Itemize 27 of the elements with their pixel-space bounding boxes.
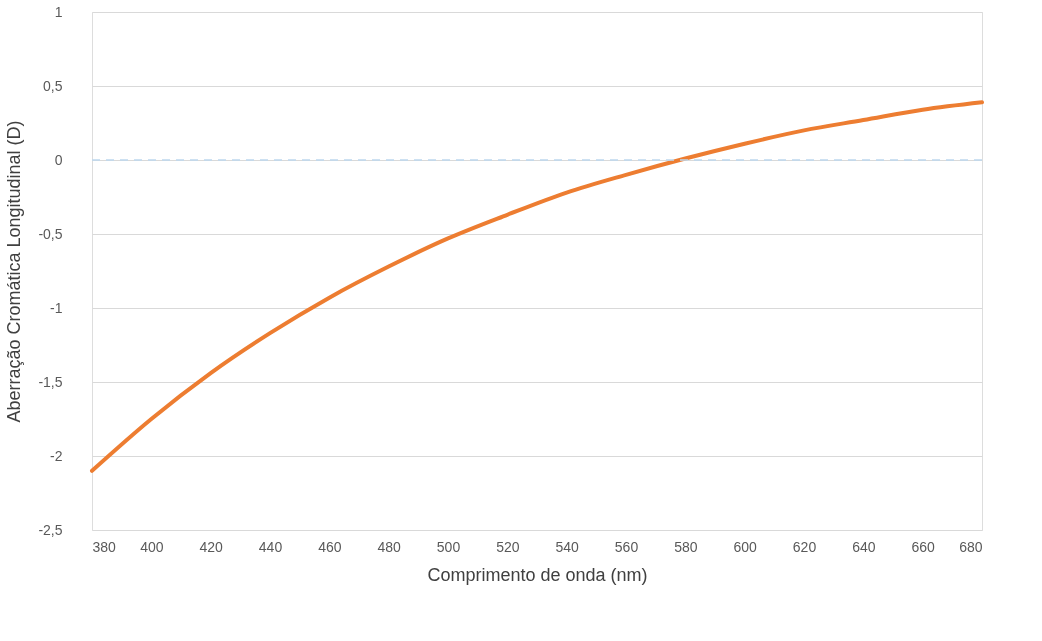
x-tick-label: 640 — [852, 538, 876, 555]
y-tick-label: -0,5 — [38, 225, 63, 242]
x-axis-title: Comprimento de onda (nm) — [427, 564, 648, 585]
y-tick-label: -2 — [50, 447, 63, 464]
x-tick-label: 500 — [436, 538, 461, 555]
y-tick-label: -1,5 — [38, 373, 63, 390]
y-tick-label: 1 — [54, 3, 63, 20]
x-tick-label: 580 — [674, 538, 698, 555]
x-tick-label: 520 — [496, 538, 520, 555]
x-tick-label: 620 — [792, 538, 817, 555]
x-tick-label: 600 — [733, 538, 758, 555]
x-tick-label: 440 — [258, 538, 283, 555]
x-tick-label: 400 — [140, 538, 164, 555]
x-tick-label: 540 — [555, 538, 580, 555]
x-tick-label: 480 — [377, 538, 402, 555]
x-tick-label: 420 — [199, 538, 224, 555]
x-tick-label: 460 — [318, 538, 342, 555]
y-tick-label: 0 — [54, 151, 63, 168]
y-tick-label: 0,5 — [43, 77, 63, 94]
x-tick-label: 660 — [911, 538, 936, 555]
y-tick-label: -2,5 — [38, 521, 63, 538]
x-tick-label: 680 — [959, 538, 983, 555]
x-tick-label: 560 — [614, 538, 639, 555]
line-series — [90, 100, 984, 473]
y-tick-label: -1 — [50, 299, 63, 316]
y-axis-title: Aberração Cromática Longitudinal (D) — [4, 120, 25, 423]
x-tick-label: 380 — [92, 538, 117, 555]
